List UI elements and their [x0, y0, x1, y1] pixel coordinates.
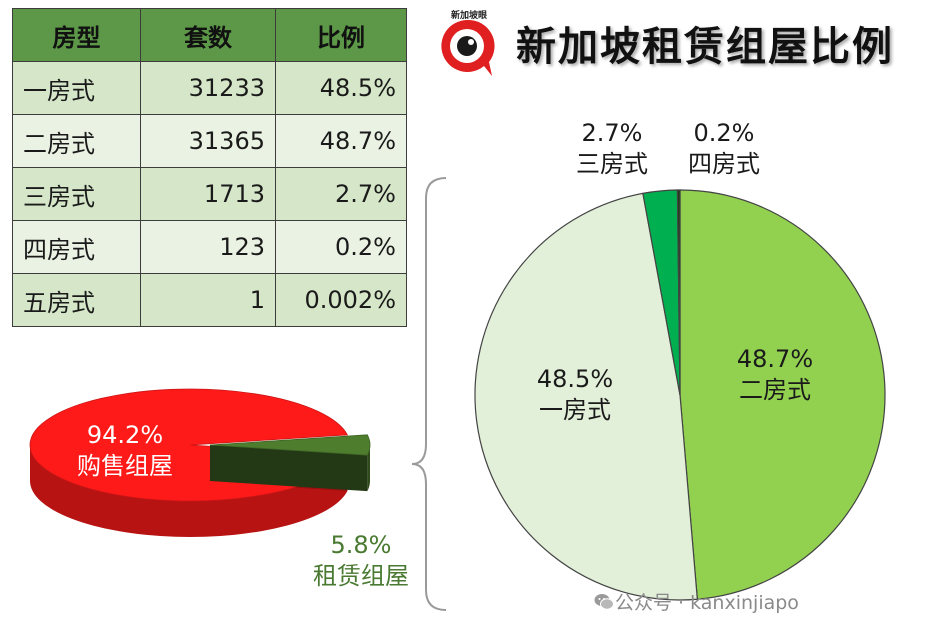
pie-slice-4 [676, 189, 681, 396]
cell-ratio: 48.5% [275, 61, 407, 115]
label-rental-name: 租赁组屋 [313, 562, 409, 590]
slice-side-rental [367, 445, 370, 492]
label-one-room-value: 48.5% [536, 365, 614, 393]
watermark: 公众号 · kanxinjiapo [615, 592, 799, 614]
label-two-room: 48.7% 二房式 [700, 344, 850, 406]
table-row: 一房式 31233 48.5% [12, 61, 407, 115]
label-two-room-value: 48.7% [736, 345, 814, 373]
pie-slice-1 [679, 189, 886, 600]
cell-room-type: 五房式 [12, 273, 141, 327]
cell-room-type: 四房式 [12, 220, 141, 274]
table-row: 五房式 1 0.002% [12, 273, 407, 327]
slice-cut-rental [210, 445, 368, 492]
bracket-divider [411, 177, 447, 611]
cell-unit-count: 31233 [140, 61, 276, 115]
cell-unit-count: 31365 [140, 114, 276, 168]
header-ratio: 比例 [275, 8, 407, 62]
cell-unit-count: 1 [140, 273, 276, 327]
label-sold-flats: 94.2% 购售组屋 [55, 420, 195, 482]
label-three-room: 2.7% 三房式 [552, 118, 672, 180]
header-room-type: 房型 [12, 8, 141, 62]
table-header-row: 房型 套数 比例 [12, 8, 407, 62]
label-three-room-value: 2.7% [581, 119, 643, 147]
slice-side-sold [30, 445, 348, 537]
room-type-table: 房型 套数 比例 一房式 31233 48.5% 二房式 31365 48.7%… [12, 8, 407, 327]
label-two-room-name: 二房式 [739, 376, 811, 404]
label-sold-name: 购售组屋 [77, 452, 173, 480]
cell-room-type: 一房式 [12, 61, 141, 115]
pie-slice-2 [474, 192, 698, 601]
red-eye-badge-icon [441, 19, 495, 76]
cell-room-type: 二房式 [12, 114, 141, 168]
label-four-room: 0.2% 四房式 [664, 118, 784, 180]
label-rental-value: 5.8% [330, 531, 392, 559]
table-row: 二房式 31365 48.7% [12, 114, 407, 168]
cell-ratio: 2.7% [275, 167, 407, 221]
label-one-room-name: 一房式 [539, 396, 611, 424]
logo-text: 新加坡眼 [450, 11, 487, 21]
page-title: 新加坡租赁组屋比例 [516, 24, 894, 70]
pie-chart-rental-rooms [474, 189, 886, 601]
label-four-room-value: 0.2% [693, 119, 755, 147]
wechat-icon [594, 594, 614, 610]
pie-chart-flat-type [29, 388, 371, 537]
table-row: 四房式 123 0.2% [12, 220, 407, 274]
label-sold-value: 94.2% [86, 421, 164, 449]
cell-unit-count: 123 [140, 220, 276, 274]
label-one-room: 48.5% 一房式 [505, 364, 645, 426]
cell-ratio: 0.2% [275, 220, 407, 274]
slice-top-rental [209, 434, 371, 456]
label-four-room-name: 四房式 [688, 150, 760, 178]
label-three-room-name: 三房式 [576, 150, 648, 178]
header-unit-count: 套数 [140, 8, 276, 62]
label-rental-flats: 5.8% 租赁组屋 [286, 530, 436, 592]
cell-unit-count: 1713 [140, 167, 276, 221]
cell-room-type: 三房式 [12, 167, 141, 221]
table-row: 三房式 1713 2.7% [12, 167, 407, 221]
cell-ratio: 48.7% [275, 114, 407, 168]
cell-ratio: 0.002% [275, 273, 407, 327]
